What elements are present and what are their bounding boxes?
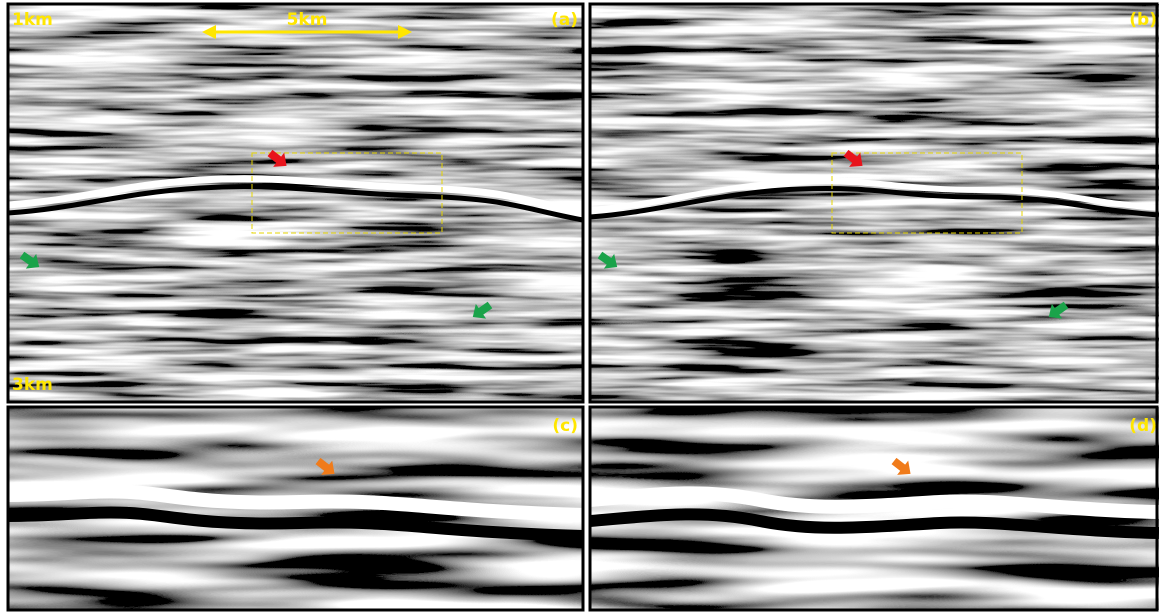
panel-label: (a): [551, 10, 578, 30]
panel-c: (c): [8, 407, 583, 610]
panel-b: (b): [590, 4, 1159, 402]
depth-label: 3km: [12, 375, 53, 395]
panel-label: (d): [1129, 416, 1157, 436]
panel-d: (d): [590, 407, 1159, 610]
panel-label: (b): [1129, 10, 1157, 30]
scale-label: 5km: [287, 10, 328, 30]
panel-label: (c): [552, 416, 578, 436]
figure: 5km 1km 3km (a) (b) (c) (d): [0, 0, 1159, 613]
panel-a: 5km 1km 3km (a): [8, 4, 583, 402]
depth-label: 1km: [12, 10, 53, 30]
